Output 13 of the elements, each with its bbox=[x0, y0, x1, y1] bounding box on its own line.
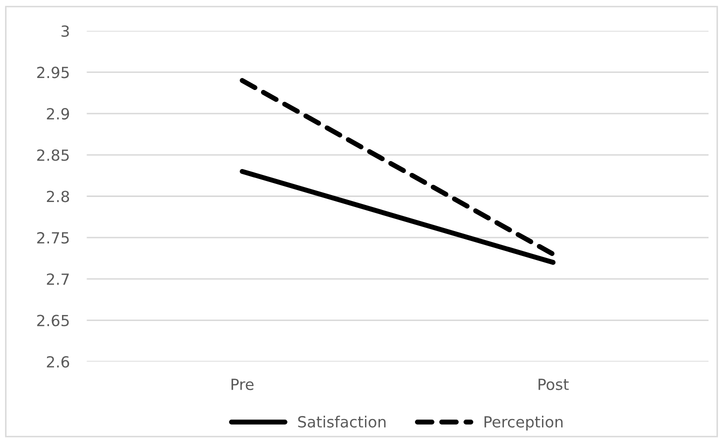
y-tick-label: 2.65 bbox=[37, 314, 69, 326]
x-tick-label: Post bbox=[538, 378, 569, 390]
y-tick-label: 3 bbox=[62, 25, 69, 37]
y-tick-label: 2.75 bbox=[37, 232, 69, 244]
legend-label: Perception bbox=[484, 416, 563, 431]
y-tick-label: 2.85 bbox=[37, 149, 69, 161]
y-tick-label: 2.8 bbox=[46, 190, 70, 202]
x-tick-label: Pre bbox=[232, 378, 254, 390]
y-tick-label: 2.6 bbox=[46, 356, 70, 368]
y-tick-label: 2.9 bbox=[46, 108, 70, 120]
y-tick-label: 2.95 bbox=[37, 66, 69, 78]
legend-label: Satisfaction bbox=[298, 416, 386, 428]
y-tick-label: 2.7 bbox=[46, 273, 69, 285]
